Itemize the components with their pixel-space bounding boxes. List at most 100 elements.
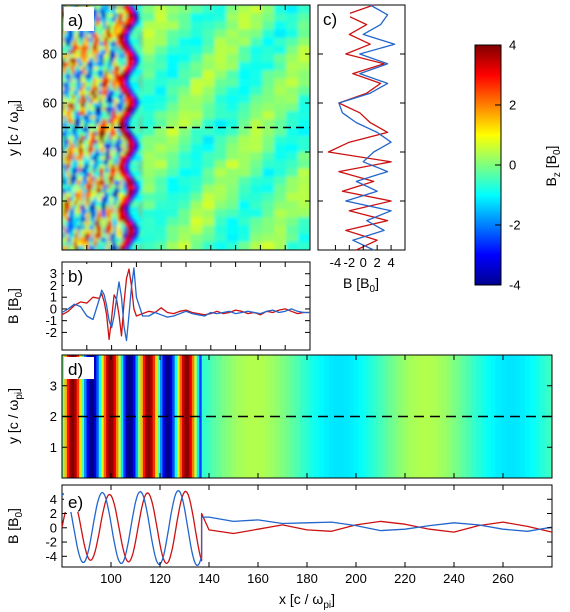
panel-a-front-cell (125, 246, 131, 250)
panel-a-cell (116, 135, 119, 141)
panel-a-front-cell (129, 90, 135, 95)
panel-d-smooth-column (392, 355, 399, 478)
panel-a-cell (111, 196, 115, 202)
panel-a-cell (116, 156, 119, 161)
panel-a-cell (142, 168, 156, 178)
panel-a-cell (109, 21, 113, 27)
panel-a-cell (262, 37, 275, 47)
panel-a-cell (78, 172, 82, 178)
panel-a-cell (298, 45, 310, 55)
panel-a-cell (95, 180, 99, 186)
panel-a-cell (120, 237, 124, 243)
panel-a-cell (286, 184, 299, 194)
panel-e-label: e) (68, 493, 83, 512)
panel-a-cell (114, 33, 117, 39)
panel-a-cell (78, 49, 82, 55)
panel-a-cell (93, 54, 97, 59)
panel-a-cell (109, 147, 113, 153)
panel-a-cell (298, 233, 310, 243)
panel-a-cell (103, 86, 107, 92)
panel-a-cell (103, 135, 107, 141)
panel-a-cell (166, 103, 180, 112)
panel-a-cell (178, 168, 192, 178)
panel-a-cell (101, 201, 105, 206)
panel-a-cell (226, 152, 240, 161)
panel-a-cell (62, 119, 65, 125)
panel-a-cell (70, 135, 74, 141)
panel-a-cell (72, 29, 76, 35)
panel-a-cell (298, 86, 310, 96)
panel-a-cell (76, 156, 80, 161)
panel-a-cell (64, 209, 67, 215)
panel-b-series-0 (61, 268, 310, 341)
panel-a-cell (107, 192, 111, 198)
panel-a-cell (101, 123, 105, 129)
panel-a-cell (76, 217, 80, 223)
panel-a-cell (99, 94, 103, 100)
panel-a-cell (97, 37, 101, 43)
panel-a-cell (114, 127, 117, 133)
panel-a-cell (120, 107, 124, 112)
panel-a-cell (178, 160, 192, 170)
panel-a-front-cell (133, 63, 139, 68)
panel-a-cell (101, 225, 105, 231)
panel-a-cell (66, 229, 70, 235)
panel-a-cell (74, 209, 78, 215)
panel-a-cell (101, 209, 105, 215)
panel-a-cell (97, 21, 101, 27)
panel-a-cell (118, 25, 121, 31)
panel-a-cell (68, 164, 72, 170)
panel-a-cell (154, 233, 168, 243)
panel-a-cell (76, 58, 80, 63)
panel-a-cell (80, 180, 84, 186)
panel-a-cell (66, 62, 70, 68)
panel-a-cell (64, 184, 67, 190)
panel-a-cell (74, 78, 78, 84)
panel-a-cell (118, 9, 121, 14)
panel-a-front-cell (132, 44, 141, 49)
panel-a-cell (103, 21, 107, 27)
panel-a-cell (116, 62, 119, 68)
panel-a-cell (250, 160, 263, 170)
panel-a-cell (105, 205, 109, 210)
panel-a-cell (105, 70, 109, 76)
panel-a-cell (70, 70, 74, 76)
panel-a-cell (97, 49, 101, 55)
panel-a-front-cell (129, 38, 138, 43)
panel-a-cell (103, 168, 107, 174)
panel-a-cell (93, 221, 97, 227)
panel-a-front-cell (122, 155, 130, 159)
panel-a-cell (82, 225, 86, 231)
panel-a-cell (142, 70, 156, 80)
panel-a-cell (214, 152, 228, 161)
panel-a-cell (166, 5, 180, 14)
panel-a-cell (84, 54, 88, 59)
panel-a-cell (114, 119, 117, 125)
panel-a-cell (202, 143, 216, 153)
panel-a-cell (91, 143, 94, 149)
panel-a-cell (214, 111, 228, 121)
panel-a-cell (86, 172, 90, 178)
panel-a-cell (214, 29, 228, 39)
panel-a-cell (116, 123, 119, 129)
panel-a-cell (82, 54, 86, 59)
panel-a-cell (64, 221, 67, 227)
panel-a-cell (107, 107, 111, 112)
panel-a-cell (111, 37, 115, 43)
panel-a-cell (286, 201, 299, 210)
panel-a-label: a) (68, 11, 83, 30)
panel-a-cell (250, 233, 263, 243)
panel-a-cell (97, 127, 101, 133)
panel-a-cell (84, 205, 88, 210)
panel-a-cell (109, 103, 113, 108)
panel-a-cell (62, 98, 65, 104)
panel-d-stripe (88, 355, 92, 478)
panel-a-cell (116, 188, 119, 194)
panel-a-cell (91, 127, 94, 133)
panel-a-cell (178, 45, 192, 55)
panel-a-cell (95, 74, 99, 80)
panel-a-cell (84, 241, 88, 247)
panel-a-front-cell (127, 243, 133, 248)
panel-a-cell (86, 58, 90, 63)
panel-a-cell (76, 196, 80, 202)
